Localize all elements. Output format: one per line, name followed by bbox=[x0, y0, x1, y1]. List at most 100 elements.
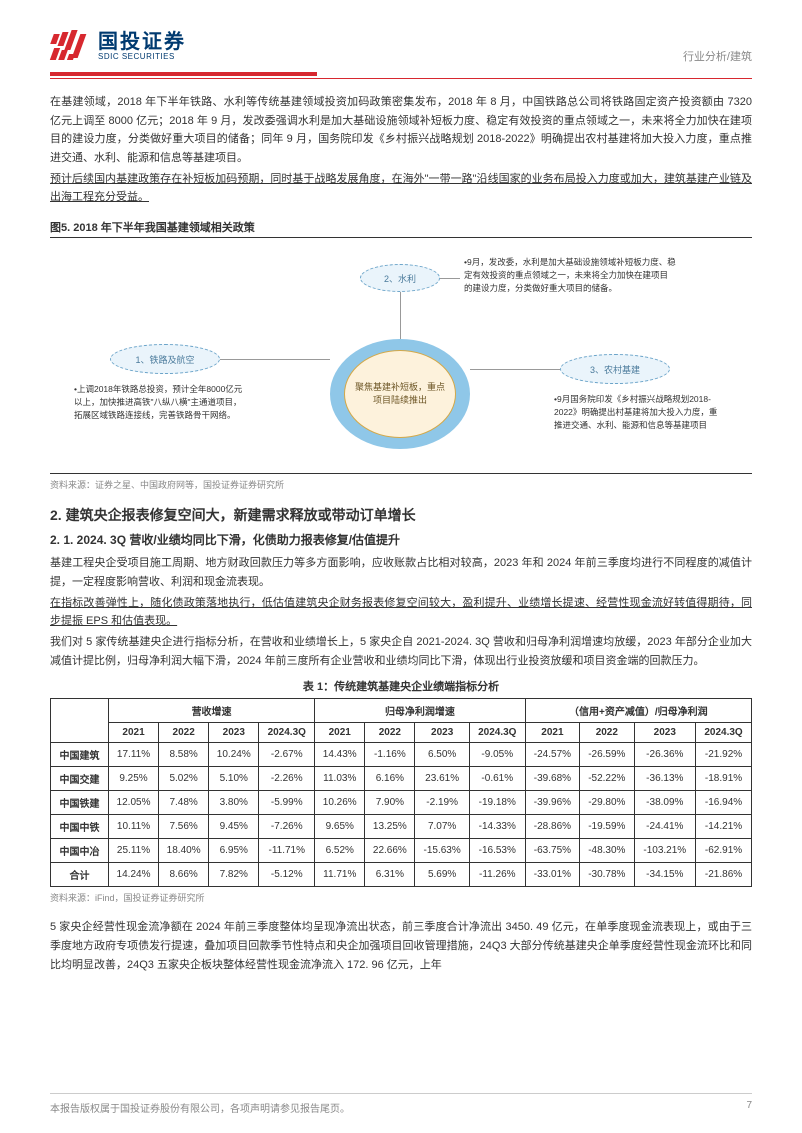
table-cell: 22.66% bbox=[365, 839, 415, 863]
table-cell: -2.19% bbox=[415, 791, 469, 815]
header-category: 行业分析/建筑 bbox=[683, 30, 752, 64]
table-cell: 9.45% bbox=[209, 815, 259, 839]
logo-cn: 国投证券 bbox=[98, 31, 186, 53]
table-cell: -5.12% bbox=[259, 863, 315, 887]
table-cell: -38.09% bbox=[634, 791, 696, 815]
table-cell: 7.48% bbox=[159, 791, 209, 815]
table-cell: 6.50% bbox=[415, 743, 469, 767]
table-header-years: 2021 2022 2023 2024.3Q 2021 2022 2023 20… bbox=[51, 723, 752, 743]
table-cell: -24.57% bbox=[525, 743, 579, 767]
header-red-bar bbox=[50, 72, 317, 76]
table-cell: -14.21% bbox=[696, 815, 752, 839]
table-header-groups: 营收增速 归母净利润增速 （信用+资产减值）/归母净利润 bbox=[51, 699, 752, 723]
table-cell: 14.43% bbox=[315, 743, 365, 767]
table-cell: -63.75% bbox=[525, 839, 579, 863]
diagram-box-right: •9月国务院印发《乡村振兴战略规划2018-2022》明确提出村基建将加大投入力… bbox=[550, 389, 725, 435]
table-cell: 10.11% bbox=[108, 815, 158, 839]
diagram-arrow bbox=[440, 278, 460, 279]
paragraph-1: 在基建领域，2018 年下半年铁路、水利等传统基建领域投资加码政策密集发布，20… bbox=[50, 93, 752, 168]
table-cell: -52.22% bbox=[580, 767, 634, 791]
table-row: 中国中冶25.11%18.40%6.95%-11.71%6.52%22.66%-… bbox=[51, 839, 752, 863]
table-cell: 12.05% bbox=[108, 791, 158, 815]
table-row: 中国铁建12.05%7.48%3.80%-5.99%10.26%7.90%-2.… bbox=[51, 791, 752, 815]
table-row: 中国中铁10.11%7.56%9.45%-7.26%9.65%13.25%7.0… bbox=[51, 815, 752, 839]
table-cell: -39.68% bbox=[525, 767, 579, 791]
table-cell: -9.05% bbox=[469, 743, 525, 767]
paragraph-2: 预计后续国内基建政策存在补短板加码预期，同时基于战略发展角度，在海外"一带一路"… bbox=[50, 170, 752, 207]
table-group-header: 营收增速 bbox=[108, 699, 314, 723]
table-cell: 3.80% bbox=[209, 791, 259, 815]
table-row: 合计14.24%8.66%7.82%-5.12%11.71%6.31%5.69%… bbox=[51, 863, 752, 887]
table-cell: -30.78% bbox=[580, 863, 634, 887]
table-group-header: （信用+资产减值）/归母净利润 bbox=[525, 699, 751, 723]
table-cell: -16.53% bbox=[469, 839, 525, 863]
table-cell: 8.58% bbox=[159, 743, 209, 767]
table-cell: -16.94% bbox=[696, 791, 752, 815]
table-cell: 9.25% bbox=[108, 767, 158, 791]
table-cell: 7.82% bbox=[209, 863, 259, 887]
table-cell: 6.31% bbox=[365, 863, 415, 887]
diagram-box-top: •9月，发改委，水利是加大基础设施领域补短板力度、稳定有效投资的重点领域之一，未… bbox=[460, 252, 680, 298]
diagram-box-left: •上调2018年铁路总投资，预计全年8000亿元以上，加快推进高铁"八纵八横"主… bbox=[70, 379, 250, 425]
diagram-arrow bbox=[220, 359, 330, 360]
table-row-name: 中国交建 bbox=[51, 767, 109, 791]
logo-en: SDIC SECURITIES bbox=[98, 53, 186, 62]
table-cell: -21.92% bbox=[696, 743, 752, 767]
diagram-node-left: 1、铁路及航空 bbox=[110, 344, 220, 374]
table-row: 中国建筑17.11%8.58%10.24%-2.67%14.43%-1.16%6… bbox=[51, 743, 752, 767]
table-cell: -103.21% bbox=[634, 839, 696, 863]
tail-paragraph: 5 家央企经营性现金流净额在 2024 年前三季度整体均呈现净流出状态，前三季度… bbox=[50, 918, 752, 974]
table-cell: -19.59% bbox=[580, 815, 634, 839]
table-cell: -24.41% bbox=[634, 815, 696, 839]
table-cell: -29.80% bbox=[580, 791, 634, 815]
table-cell: -11.71% bbox=[259, 839, 315, 863]
table-cell: -15.63% bbox=[415, 839, 469, 863]
table-cell: -2.26% bbox=[259, 767, 315, 791]
table-row-name: 中国中铁 bbox=[51, 815, 109, 839]
table-cell: 6.52% bbox=[315, 839, 365, 863]
table1-title: 表 1：传统建筑基建央企业绩端指标分析 bbox=[50, 678, 752, 694]
table-corner bbox=[51, 699, 109, 743]
table-row: 中国交建9.25%5.02%5.10%-2.26%11.03%6.16%23.6… bbox=[51, 767, 752, 791]
table-cell: -19.18% bbox=[469, 791, 525, 815]
figure5-source: 资料来源：证券之星、中国政府网等，国投证券证券研究所 bbox=[50, 478, 752, 491]
table1-source: 资料来源：iFind，国投证券证券研究所 bbox=[50, 891, 752, 904]
diagram-node-top: 2、水利 bbox=[360, 264, 440, 292]
table-cell: 5.02% bbox=[159, 767, 209, 791]
table-cell: 14.24% bbox=[108, 863, 158, 887]
table-cell: 10.26% bbox=[315, 791, 365, 815]
header-thin-line bbox=[50, 78, 752, 79]
table-cell: 5.10% bbox=[209, 767, 259, 791]
table-cell: 7.56% bbox=[159, 815, 209, 839]
section2-heading: 2. 建筑央企报表修复空间大，新建需求释放或带动订单增长 bbox=[50, 505, 752, 525]
table-cell: -5.99% bbox=[259, 791, 315, 815]
table-cell: 17.11% bbox=[108, 743, 158, 767]
table-cell: -26.59% bbox=[580, 743, 634, 767]
table-cell: -0.61% bbox=[469, 767, 525, 791]
table-cell: 5.69% bbox=[415, 863, 469, 887]
diagram-center-label: 聚焦基建补短板，重点项目陆续推出 bbox=[344, 350, 456, 438]
table-cell: 18.40% bbox=[159, 839, 209, 863]
table-row-name: 中国中冶 bbox=[51, 839, 109, 863]
table-cell: -14.33% bbox=[469, 815, 525, 839]
table-cell: -28.86% bbox=[525, 815, 579, 839]
table-cell: -62.91% bbox=[696, 839, 752, 863]
table-row-name: 中国建筑 bbox=[51, 743, 109, 767]
table-row-name: 合计 bbox=[51, 863, 109, 887]
section2-p1: 基建工程央企受项目施工周期、地方财政回款压力等多方面影响，应收账款占比相对较高，… bbox=[50, 554, 752, 591]
table-cell: -33.01% bbox=[525, 863, 579, 887]
table-cell: 25.11% bbox=[108, 839, 158, 863]
table-cell: 6.16% bbox=[365, 767, 415, 791]
table-cell: -2.67% bbox=[259, 743, 315, 767]
footer-disclaimer: 本报告版权属于国投证券股份有限公司，各项声明请参见报告尾页。 bbox=[50, 1100, 350, 1115]
diagram-arrow bbox=[470, 369, 560, 370]
table-cell: 6.95% bbox=[209, 839, 259, 863]
table-cell: -39.96% bbox=[525, 791, 579, 815]
logo: 国投证券 SDIC SECURITIES bbox=[50, 30, 186, 62]
table-cell: -48.30% bbox=[580, 839, 634, 863]
figure5-diagram: 聚焦基建补短板，重点项目陆续推出 2、水利 1、铁路及航空 3、农村基建 •9月… bbox=[50, 244, 752, 474]
table-cell: -21.86% bbox=[696, 863, 752, 887]
table-cell: 11.03% bbox=[315, 767, 365, 791]
table-cell: 11.71% bbox=[315, 863, 365, 887]
table-cell: 9.65% bbox=[315, 815, 365, 839]
